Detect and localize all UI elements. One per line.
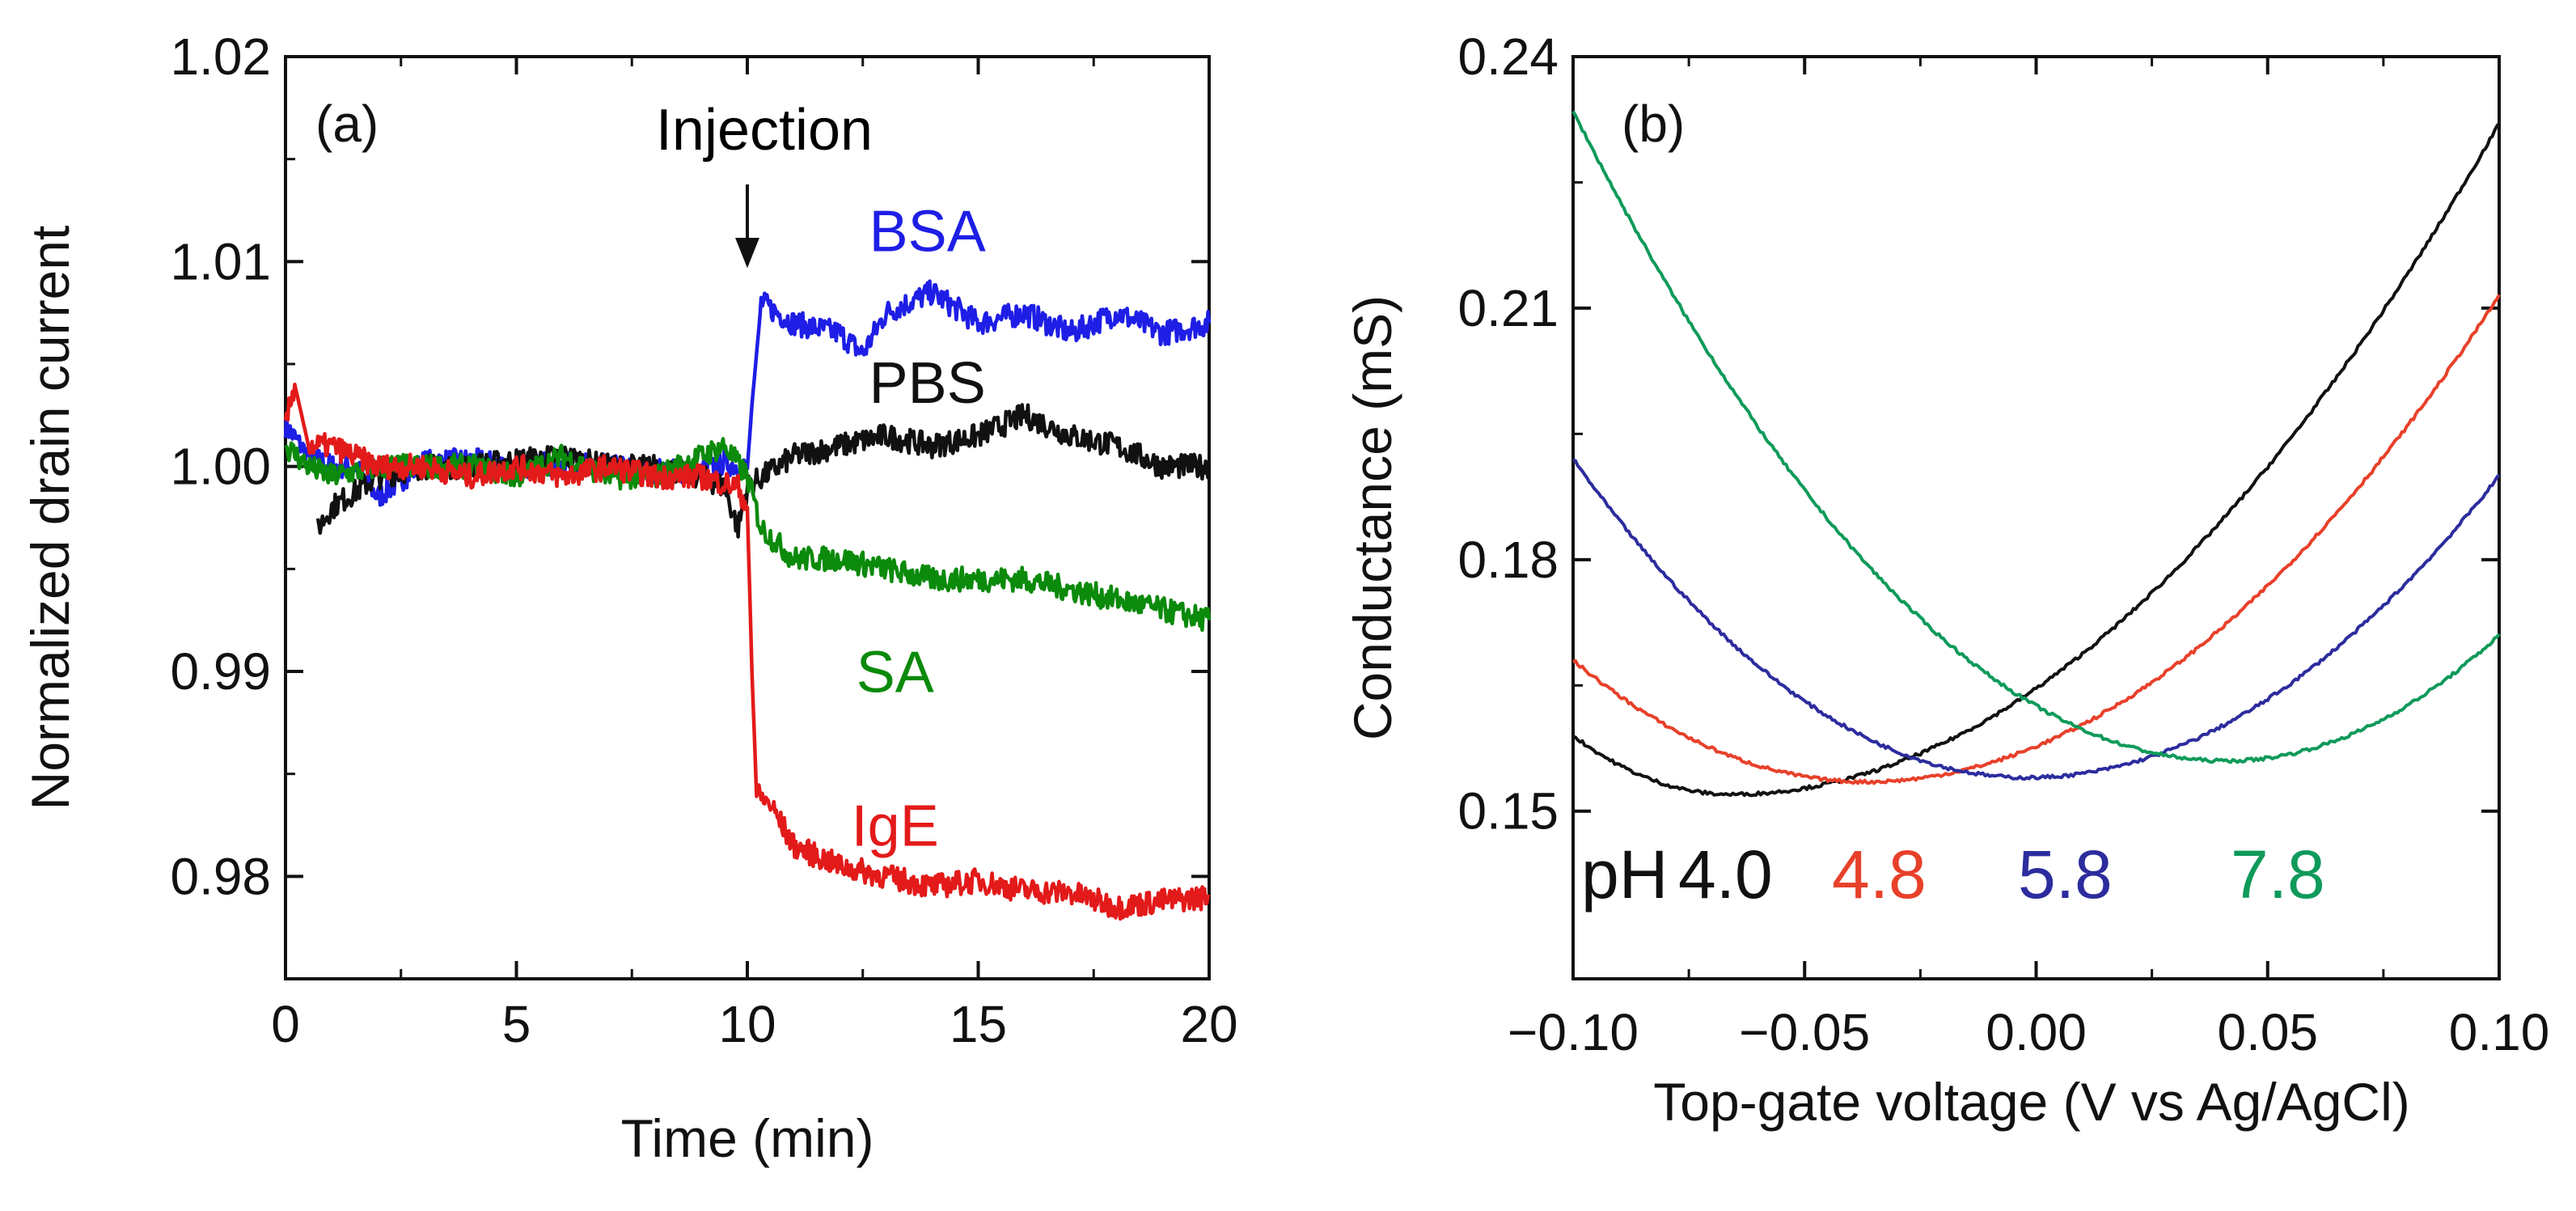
injection-annotation: Injection xyxy=(656,98,873,163)
ph-value-4-0: 4.0 xyxy=(1678,836,1773,912)
panel-b-chart: −0.10 −0.05 0.00 0.05 0.10 0.15 0.18 0.21 0.24 (… xyxy=(1343,28,2549,1132)
x-tick-label: 5 xyxy=(502,995,531,1053)
conductance-curve-ph-4-0 xyxy=(1572,122,2501,798)
y-tick-label: 0.24 xyxy=(1457,28,1559,86)
panel-b-ticks: −0.10 −0.05 0.00 0.05 0.10 0.15 0.18 0.21 0.24 xyxy=(1457,28,2549,1061)
series-label-bsa: BSA xyxy=(869,200,986,265)
y-tick-label: 0.15 xyxy=(1457,782,1559,841)
panel-a-y-axis-title: Normalized drain current xyxy=(20,226,80,811)
panel-a-text: BSA PBS SA IgE xyxy=(852,200,986,859)
y-tick-label: 1.01 xyxy=(170,232,271,290)
series-label-ige: IgE xyxy=(852,794,939,858)
y-tick-label: 0.18 xyxy=(1457,531,1559,589)
panel-a-series xyxy=(283,279,1212,921)
conductance-curve-ph-5-8 xyxy=(1572,458,2501,781)
x-tick-label: 0.05 xyxy=(2217,1003,2318,1061)
ph-prefix-label: pH xyxy=(1581,836,1668,912)
y-tick-label: 0.98 xyxy=(170,847,271,905)
ph-value-7-8: 7.8 xyxy=(2231,836,2325,912)
x-tick-label: 15 xyxy=(950,995,1007,1053)
panel-a-chart: 0 5 10 15 20 0.98 0.99 1.00 1.01 1.02 BSA PBS SA IgE… xyxy=(20,28,1238,1168)
series-label-pbs: PBS xyxy=(869,351,986,416)
panel-a-label: (a) xyxy=(315,95,379,153)
x-tick-label: −0.05 xyxy=(1739,1003,1870,1061)
series-label-sa: SA xyxy=(857,640,934,705)
panel-a-ticks: 0 5 10 15 20 0.98 0.99 1.00 1.01 1.02 xyxy=(170,28,1237,1053)
y-tick-label: 0.99 xyxy=(170,642,271,701)
y-tick-label: 0.21 xyxy=(1457,279,1559,337)
panel-b-series xyxy=(1571,110,2501,798)
x-tick-label: 0.10 xyxy=(2449,1003,2550,1061)
panel-a-x-axis-title: Time (min) xyxy=(621,1108,874,1168)
series-line-ige xyxy=(283,383,1211,921)
panel-b-x-axis-title: Top-gate voltage (V vs Ag/AgCl) xyxy=(1653,1072,2409,1132)
y-tick-label: 1.00 xyxy=(170,438,271,496)
ph-value-5-8: 5.8 xyxy=(2018,836,2113,912)
y-tick-label: 1.02 xyxy=(170,28,271,86)
x-tick-label: 0.00 xyxy=(1986,1003,2087,1061)
x-tick-label: 10 xyxy=(718,995,776,1053)
x-tick-label: 0 xyxy=(271,995,300,1053)
conductance-curve-ph-7-8 xyxy=(1571,110,2501,764)
injection-arrow-icon xyxy=(735,184,759,269)
x-tick-label: −0.10 xyxy=(1508,1003,1639,1061)
panel-b-label: (b) xyxy=(1622,95,1685,153)
conductance-curve-ph-4-8 xyxy=(1572,294,2501,785)
x-tick-label: 20 xyxy=(1180,995,1237,1053)
ph-value-4-8: 4.8 xyxy=(1832,836,1927,912)
panel-b-y-axis-title: Conductance (mS) xyxy=(1343,295,1402,740)
